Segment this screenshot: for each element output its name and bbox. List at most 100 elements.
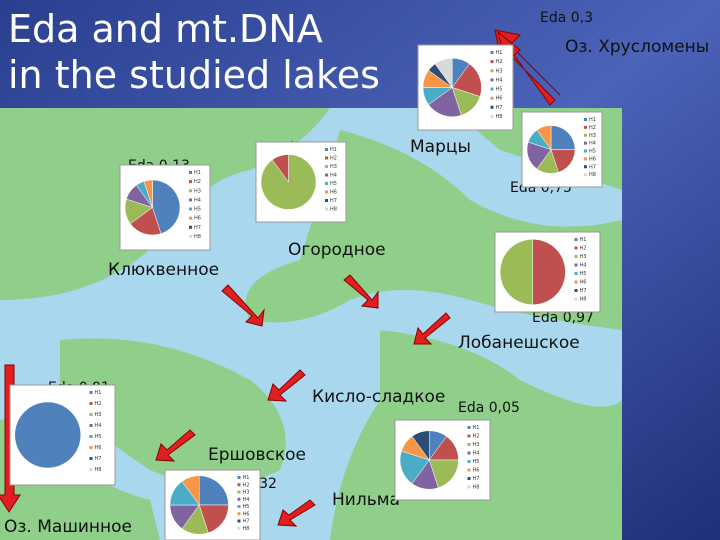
legend-swatch — [574, 272, 578, 275]
legend-label: H2 — [473, 434, 480, 440]
legend-swatch — [574, 297, 578, 301]
legend-swatch — [467, 426, 471, 429]
pie-slice — [536, 125, 552, 151]
pie-slice — [199, 475, 229, 506]
legend-label: H3 — [194, 188, 201, 194]
legend-label: H1 — [330, 147, 337, 153]
lake-label: Марцы — [410, 137, 471, 157]
pie-slice — [428, 459, 459, 489]
pie-slice — [411, 430, 430, 461]
legend-swatch — [574, 246, 578, 250]
legend-swatch — [325, 199, 328, 202]
legend-swatch — [490, 87, 494, 91]
legend-label: H2 — [194, 179, 201, 185]
legend-label: H1 — [95, 390, 102, 396]
legend-label: H2 — [580, 246, 587, 252]
legend-label: H8 — [330, 207, 337, 213]
legend-label: H1 — [496, 50, 503, 56]
legend-label: H1 — [473, 425, 480, 431]
legend-swatch — [89, 413, 93, 416]
legend-label: H4 — [496, 77, 503, 83]
legend-swatch — [89, 457, 93, 460]
legend-label: H1 — [243, 475, 250, 481]
legend-swatch — [189, 189, 192, 193]
legend-swatch — [490, 60, 494, 64]
legend-swatch — [89, 424, 93, 427]
legend-swatch — [89, 468, 93, 471]
legend-label: H3 — [330, 164, 337, 170]
lake-label: Eda 0,97 — [532, 310, 594, 326]
legend-label: H7 — [589, 164, 596, 170]
legend-swatch — [584, 125, 587, 129]
legend-swatch — [325, 173, 328, 177]
legend-swatch — [325, 190, 328, 194]
lake-label: Оз. Машинное — [4, 517, 132, 537]
legend-swatch — [574, 280, 578, 284]
legend-label: H5 — [473, 459, 480, 465]
legend-swatch — [237, 497, 241, 501]
legend-label: H2 — [589, 125, 596, 131]
legend-label: H7 — [496, 105, 503, 111]
legend-swatch — [237, 519, 241, 523]
legend-swatch — [490, 51, 494, 54]
legend-swatch — [89, 391, 93, 394]
legend-label: H7 — [243, 519, 250, 525]
legend-label: H3 — [95, 412, 102, 418]
legend-swatch — [325, 165, 328, 168]
legend-label: H3 — [243, 490, 250, 496]
legend-label: H8 — [243, 526, 250, 532]
legend-swatch — [189, 180, 192, 184]
legend-label: H5 — [589, 149, 596, 155]
legend-label: H8 — [95, 467, 102, 473]
title-line: in the studied lakes — [8, 53, 380, 97]
pie-slice — [428, 87, 462, 117]
lake-label: Eda 0,3 — [540, 10, 593, 26]
legend-swatch — [584, 157, 587, 161]
pie-slice — [399, 450, 430, 485]
legend-label: H6 — [95, 445, 102, 451]
legend-swatch — [237, 476, 241, 479]
legend-label: H6 — [330, 190, 337, 196]
legend-label: H2 — [243, 482, 250, 488]
legend-swatch — [584, 133, 587, 137]
legend-label: H4 — [330, 173, 337, 179]
legend-swatch — [584, 149, 587, 153]
lake-label: Огородное — [288, 240, 386, 260]
lake-label: Лобанешское — [458, 333, 580, 353]
legend-label: H4 — [243, 497, 250, 503]
legend-label: H4 — [589, 141, 596, 147]
legend-swatch — [325, 182, 328, 185]
legend-label: H4 — [194, 197, 201, 203]
lake-label: Нильма — [332, 490, 400, 510]
legend-swatch — [89, 402, 93, 405]
pie-slice — [499, 238, 533, 306]
legend-label: H3 — [580, 254, 587, 260]
legend-swatch — [467, 477, 471, 480]
legend-swatch — [237, 526, 241, 530]
legend-label: H7 — [473, 476, 480, 482]
legend-label: H3 — [589, 133, 596, 139]
legend-label: H1 — [194, 170, 201, 176]
legend-swatch — [584, 118, 587, 121]
legend-label: H8 — [194, 234, 201, 240]
legend-swatch — [490, 96, 494, 100]
legend-swatch — [490, 114, 494, 118]
legend-swatch — [237, 490, 241, 494]
pie-slice — [271, 154, 289, 183]
legend-swatch — [490, 78, 494, 82]
lake-label: Клюквенное — [108, 260, 219, 280]
legend-swatch — [189, 207, 192, 211]
legend-label: H2 — [95, 401, 102, 407]
legend-swatch — [189, 234, 192, 238]
legend-label: H8 — [589, 172, 596, 178]
legend-swatch — [325, 207, 328, 211]
legend-swatch — [237, 483, 241, 487]
legend-label: H4 — [473, 451, 480, 457]
pie-slice — [434, 57, 453, 89]
legend-swatch — [467, 434, 471, 438]
legend-label: H2 — [330, 156, 337, 162]
legend-swatch — [467, 460, 471, 463]
legend-swatch — [189, 171, 192, 174]
legend-label: H3 — [473, 442, 480, 448]
